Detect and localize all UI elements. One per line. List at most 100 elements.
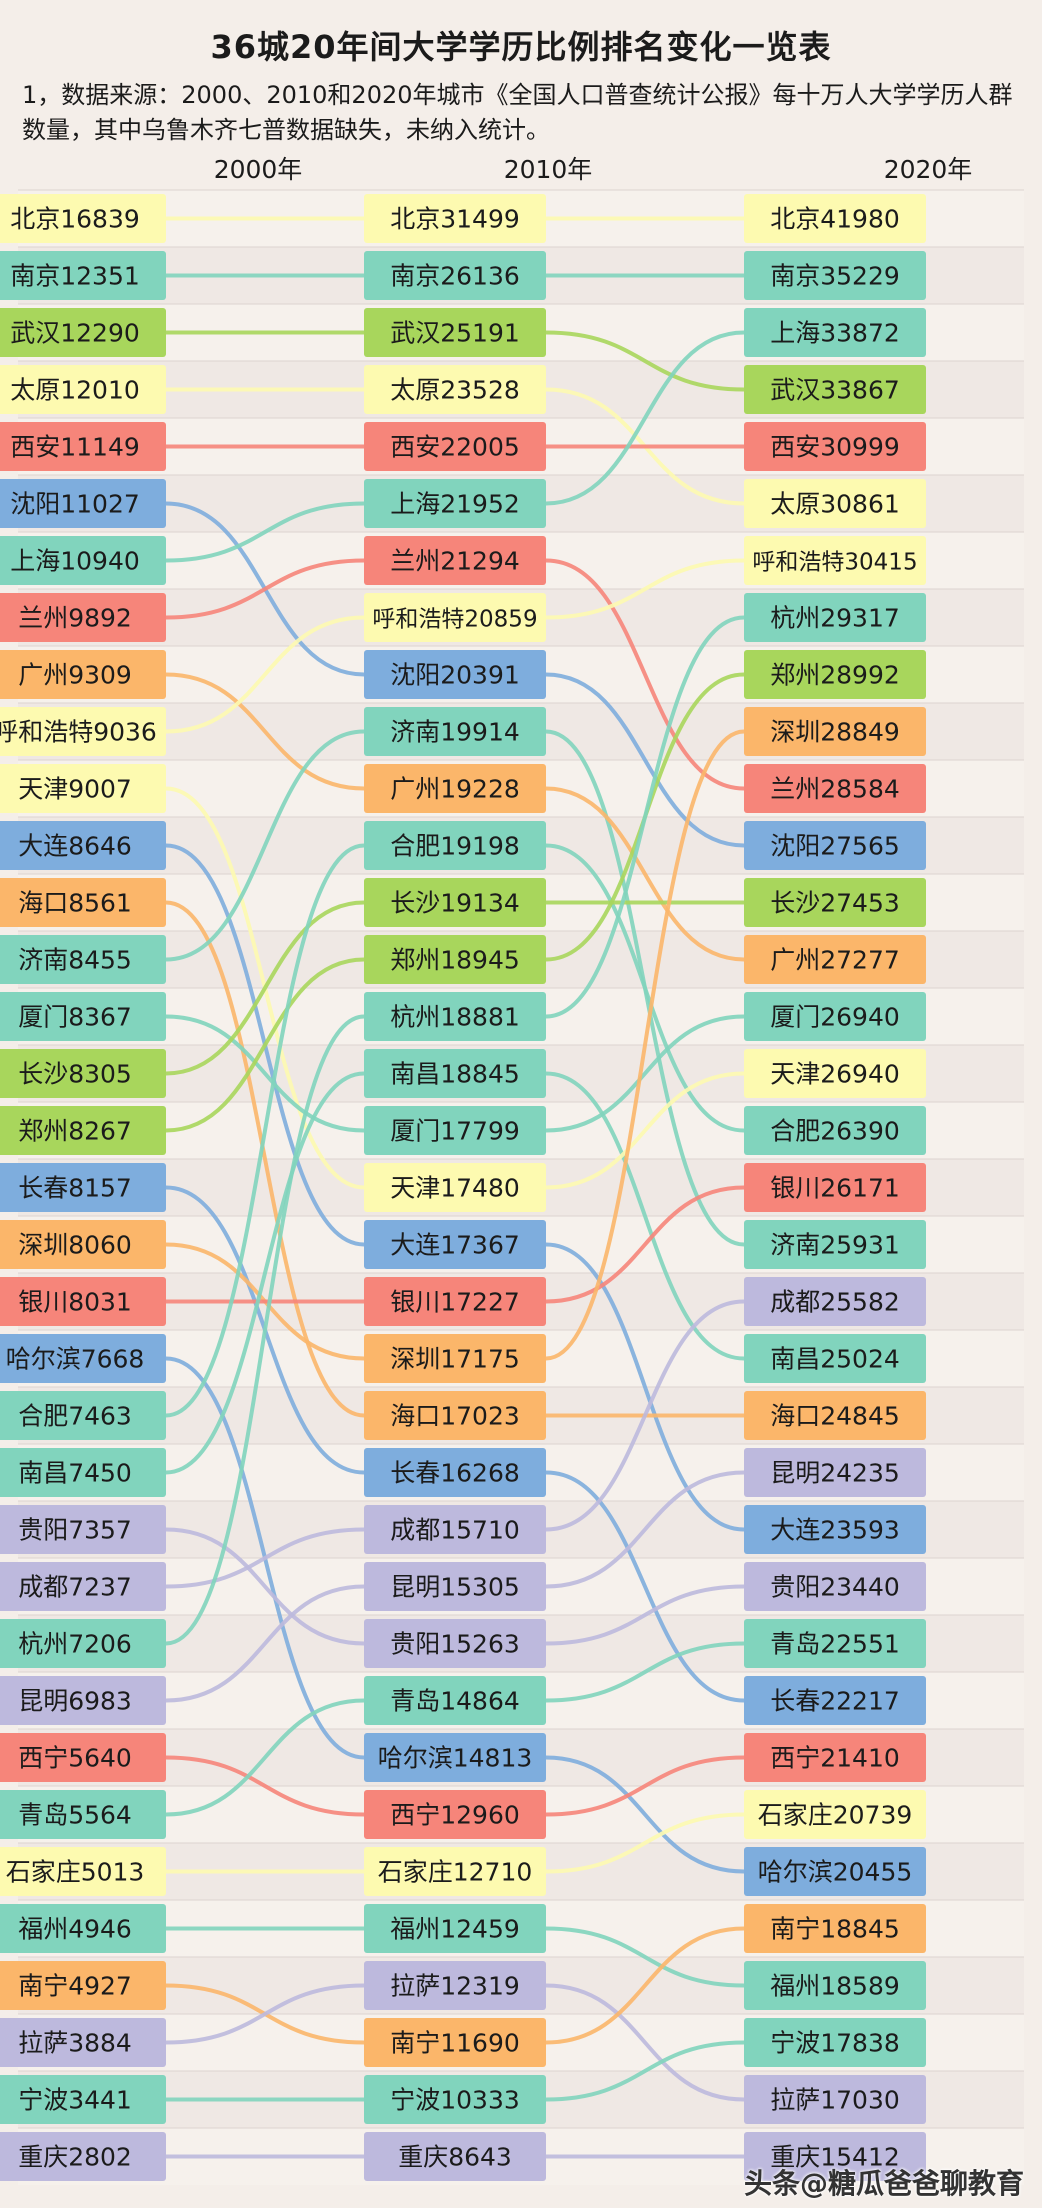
rank-change-line (545, 330, 745, 392)
city-box (0, 1448, 166, 1497)
city-box (744, 1334, 926, 1383)
city-box (0, 1847, 166, 1896)
city-value-label: 重庆2802 (18, 2143, 132, 2172)
rank-change-line (545, 1242, 745, 1532)
city-box (0, 1106, 166, 1155)
city-value-label: 大连17367 (390, 1231, 520, 1260)
city-box (0, 593, 166, 642)
city-box (0, 1619, 166, 1668)
rank-change-line (545, 1641, 745, 1703)
city-value-label: 济南8455 (18, 946, 132, 975)
city-box (744, 1790, 926, 1839)
city-value-label: 南昌18845 (390, 1060, 520, 1089)
city-value-label: 北京31499 (390, 205, 520, 234)
city-value-label: 福州18589 (770, 1972, 900, 2001)
city-box (744, 1847, 926, 1896)
city-box (0, 251, 166, 300)
city-value-label: 北京41980 (770, 205, 900, 234)
city-value-label: 合肥26390 (770, 1117, 900, 1146)
city-box (0, 422, 166, 471)
city-box (364, 479, 546, 528)
city-value-label: 兰州9892 (18, 604, 132, 633)
city-box (744, 1448, 926, 1497)
city-box (744, 1163, 926, 1212)
rank-change-line (545, 1926, 745, 1988)
city-value-label: 福州12459 (390, 1915, 520, 1944)
rank-change-line (545, 1926, 745, 2045)
city-box (0, 1961, 166, 2010)
city-value-label: 南昌25024 (770, 1345, 900, 1374)
city-value-label: 昆明15305 (390, 1573, 520, 1602)
rank-change-line (165, 558, 365, 620)
city-box (0, 992, 166, 1041)
city-box (0, 764, 166, 813)
city-box (744, 878, 926, 927)
city-value-label: 海口17023 (390, 1402, 520, 1431)
city-value-label: 南京12351 (10, 262, 140, 291)
rank-change-line (545, 1071, 745, 1361)
city-value-label: 兰州21294 (390, 547, 520, 576)
city-box (744, 2075, 926, 2124)
city-value-label: 天津17480 (390, 1174, 520, 1203)
city-value-label: 青岛22551 (770, 1630, 900, 1659)
city-box (744, 935, 926, 984)
city-box (364, 1334, 546, 1383)
city-value-label: 广州27277 (770, 946, 900, 975)
city-box (364, 1505, 546, 1554)
rank-change-line (165, 729, 365, 962)
city-value-label: 北京16839 (10, 205, 140, 234)
city-value-label: 长沙27453 (770, 889, 900, 918)
column-header-2020: 2020年 (883, 155, 973, 184)
rank-change-line (545, 786, 745, 962)
city-box (744, 422, 926, 471)
city-value-label: 成都7237 (18, 1573, 132, 1602)
city-value-label: 兰州28584 (770, 775, 900, 804)
city-box (744, 593, 926, 642)
city-box (744, 2018, 926, 2067)
city-box (744, 1049, 926, 1098)
city-box (0, 1562, 166, 1611)
city-value-label: 长春22217 (770, 1687, 900, 1716)
city-box (0, 1505, 166, 1554)
city-box (0, 1220, 166, 1269)
city-box (744, 2132, 926, 2181)
city-box (364, 1277, 546, 1326)
city-value-label: 郑州8267 (18, 1117, 132, 1146)
city-box (0, 707, 166, 756)
rank-change-line (545, 1812, 745, 1874)
city-box (364, 251, 546, 300)
city-value-label: 长春8157 (18, 1174, 132, 1203)
rank-change-line (545, 1470, 745, 1589)
city-value-label: 南宁11690 (390, 2029, 520, 2058)
city-box (0, 878, 166, 927)
city-value-label: 拉萨3884 (18, 2029, 132, 2058)
city-value-label: 成都25582 (770, 1288, 900, 1317)
rank-change-line (545, 1584, 745, 1646)
city-value-label: 长春16268 (390, 1459, 520, 1488)
city-box (0, 1790, 166, 1839)
city-box (364, 764, 546, 813)
city-box (744, 1505, 926, 1554)
city-value-label: 太原12010 (10, 376, 140, 405)
city-value-label: 深圳8060 (18, 1231, 132, 1260)
city-box (0, 1334, 166, 1383)
rank-change-line (165, 1584, 365, 1703)
city-value-label: 合肥19198 (390, 832, 520, 861)
rank-change-line (165, 615, 365, 734)
rank-change-line (545, 1470, 745, 1703)
city-box (744, 1220, 926, 1269)
city-value-label: 西安22005 (390, 433, 520, 462)
city-value-label: 杭州7206 (18, 1630, 132, 1659)
rank-change-line (165, 1755, 365, 1817)
city-value-label: 郑州28992 (770, 661, 900, 690)
city-value-label: 长沙8305 (18, 1060, 132, 1089)
city-value-label: 长沙19134 (390, 889, 520, 918)
page-title: 36城20年间大学学历比例排名变化一览表 (210, 28, 832, 66)
city-value-label: 厦门8367 (18, 1003, 132, 1032)
city-box (364, 1904, 546, 1953)
city-box (0, 1049, 166, 1098)
city-value-label: 广州19228 (390, 775, 520, 804)
city-box (744, 1619, 926, 1668)
city-value-label: 海口24845 (770, 1402, 900, 1431)
city-box (364, 1562, 546, 1611)
